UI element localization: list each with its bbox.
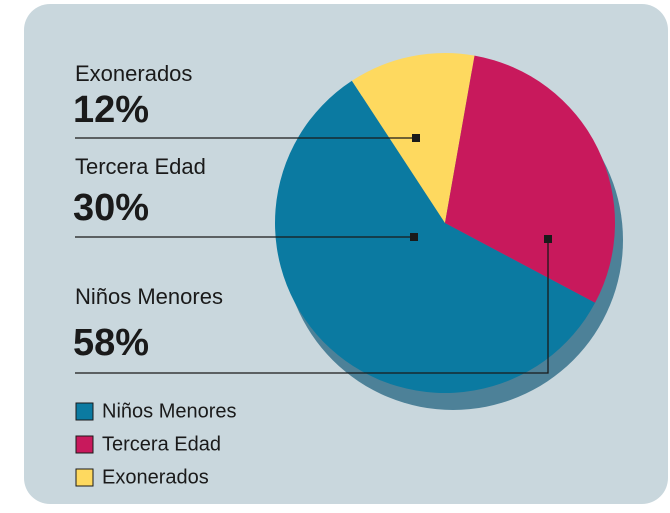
callout-category: Tercera Edad [75,154,206,179]
pie-slice [275,80,596,394]
pie-slice [445,55,615,303]
leader-marker [410,233,418,241]
legend-swatch [75,468,94,487]
callout-value: 30% [73,187,149,229]
legend-label: Niños Menores [102,400,237,422]
legend-label: Tercera Edad [102,433,221,455]
callout-value: 58% [73,322,149,364]
callout-category: Exonerados [75,61,192,86]
legend-swatch [75,402,94,421]
leader-marker [412,134,420,142]
leader-line [75,239,549,374]
leader-marker [544,235,552,243]
callout-category: Niños Menores [75,284,223,309]
legend-label: Exonerados [102,466,209,488]
legend-swatch [75,435,94,454]
callout-value: 12% [73,89,149,131]
